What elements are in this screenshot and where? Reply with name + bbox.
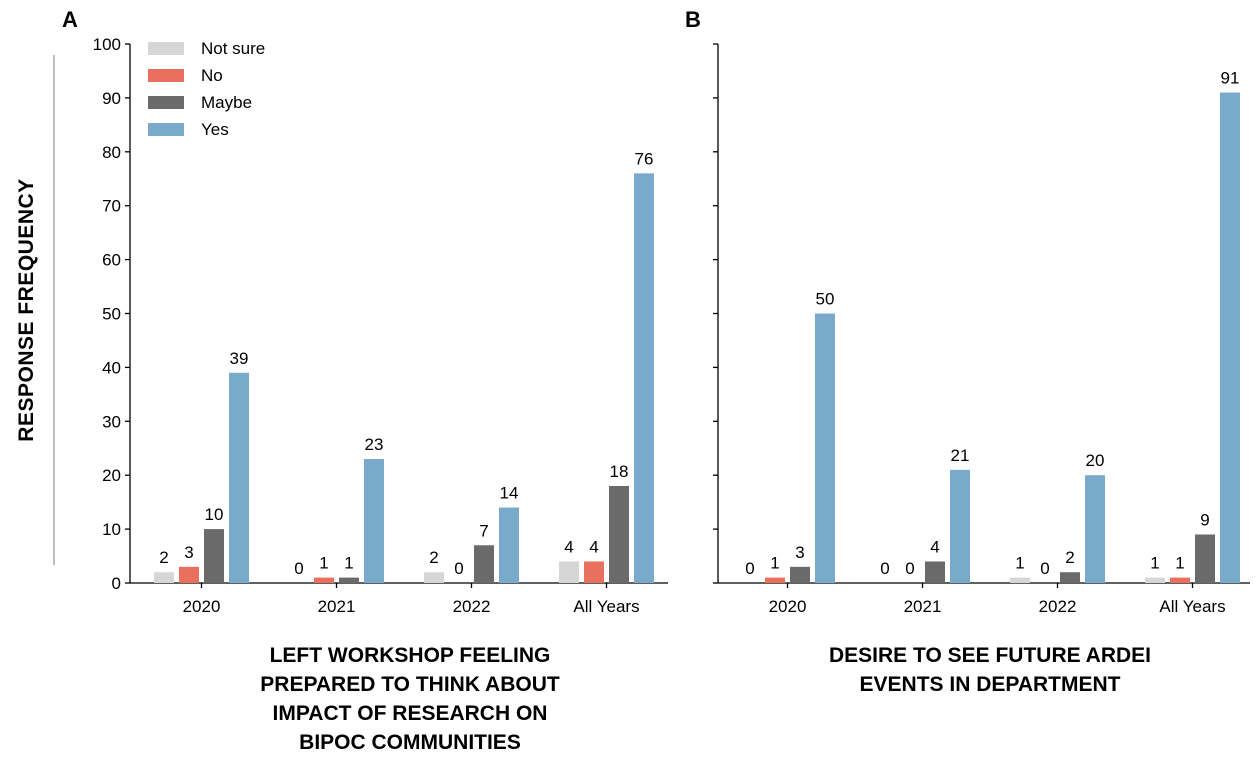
data-label: 7 (479, 521, 488, 540)
bar-maybe (609, 485, 629, 583)
data-label: 4 (564, 537, 573, 556)
bar-yes (950, 469, 970, 583)
bar-yes (1220, 92, 1240, 583)
panel-a-letter: A (62, 7, 78, 32)
x-tick-label: 2022 (1039, 597, 1077, 616)
x-tick-label: All Years (573, 597, 639, 616)
y-tick-label: 90 (102, 89, 121, 108)
legend-swatch-not-sure (148, 42, 184, 55)
y-axis-label: RESPONSE FREQUENCY (15, 178, 38, 441)
data-label: 0 (294, 559, 303, 578)
data-label: 4 (930, 537, 939, 556)
legend-label: No (201, 66, 223, 85)
legend-swatch-maybe (148, 96, 184, 109)
bar-not-sure (1145, 577, 1165, 583)
y-tick-label: 60 (102, 251, 121, 270)
x-tick-label: 2021 (904, 597, 942, 616)
data-label: 1 (1015, 554, 1024, 573)
data-label: 1 (1175, 554, 1184, 573)
x-tick-label: 2020 (769, 597, 807, 616)
x-tick-label: 2020 (183, 597, 221, 616)
legend-swatch-no (148, 69, 184, 82)
x-tick-label: All Years (1159, 597, 1225, 616)
panel-b-letter: B (685, 7, 701, 32)
data-label: 10 (205, 505, 224, 524)
data-label: 14 (500, 484, 519, 503)
bar-yes (815, 313, 835, 583)
data-label: 3 (184, 543, 193, 562)
bar-no (1170, 577, 1190, 583)
data-label: 1 (770, 554, 779, 573)
legend-swatch-yes (148, 123, 184, 136)
data-label: 4 (589, 537, 598, 556)
bar-yes (499, 507, 519, 583)
y-tick-label: 40 (102, 358, 121, 377)
bar-maybe (204, 529, 224, 583)
data-label: 3 (795, 543, 804, 562)
data-label: 1 (319, 554, 328, 573)
x-tick-label: 2022 (453, 597, 491, 616)
bar-not-sure (154, 572, 174, 583)
data-label: 0 (905, 559, 914, 578)
y-tick-label: 0 (112, 574, 121, 593)
bar-not-sure (424, 572, 444, 583)
bar-yes (229, 372, 249, 583)
data-label: 91 (1221, 69, 1240, 88)
data-label: 2 (429, 548, 438, 567)
data-label: 1 (344, 554, 353, 573)
bar-maybe (474, 545, 494, 583)
data-label: 23 (365, 435, 384, 454)
y-tick-label: 10 (102, 520, 121, 539)
data-label: 0 (1040, 559, 1049, 578)
data-label: 0 (745, 559, 754, 578)
bar-yes (634, 173, 654, 584)
bar-maybe (1195, 534, 1215, 583)
bar-yes (1085, 475, 1105, 583)
bar-no (179, 566, 199, 583)
legend-label: Not sure (201, 39, 265, 58)
y-tick-label: 50 (102, 305, 121, 324)
data-label: 39 (230, 349, 249, 368)
data-label: 1 (1150, 554, 1159, 573)
legend-label: Yes (201, 120, 229, 139)
bar-no (765, 577, 785, 583)
bar-maybe (339, 577, 359, 583)
data-label: 20 (1086, 451, 1105, 470)
y-tick-label: 70 (102, 197, 121, 216)
panel-b-title: DESIRE TO SEE FUTURE ARDEI EVENTS IN DEP… (828, 644, 1152, 696)
data-label: 9 (1200, 510, 1209, 529)
x-tick-label: 2021 (318, 597, 356, 616)
data-label: 2 (159, 548, 168, 567)
data-label: 76 (635, 149, 654, 168)
bar-maybe (1060, 572, 1080, 583)
bar-not-sure (559, 561, 579, 583)
bar-maybe (925, 561, 945, 583)
y-tick-label: 100 (93, 35, 121, 54)
data-label: 50 (816, 290, 835, 309)
bar-not-sure (1010, 577, 1030, 583)
bar-maybe (790, 566, 810, 583)
y-tick-label: 80 (102, 143, 121, 162)
legend: Not sure No Maybe Yes (148, 39, 265, 139)
data-label: 0 (454, 559, 463, 578)
bar-no (584, 561, 604, 583)
data-label: 18 (610, 462, 629, 481)
legend-label: Maybe (201, 93, 252, 112)
y-tick-label: 30 (102, 412, 121, 431)
bar-yes (364, 459, 384, 583)
bar-no (314, 577, 334, 583)
data-label: 2 (1065, 548, 1074, 567)
y-tick-label: 20 (102, 466, 121, 485)
data-label: 21 (951, 446, 970, 465)
data-label: 0 (880, 559, 889, 578)
panel-a-title: LEFT WORKSHOP FEELING PREPARED TO THINK … (260, 644, 560, 754)
